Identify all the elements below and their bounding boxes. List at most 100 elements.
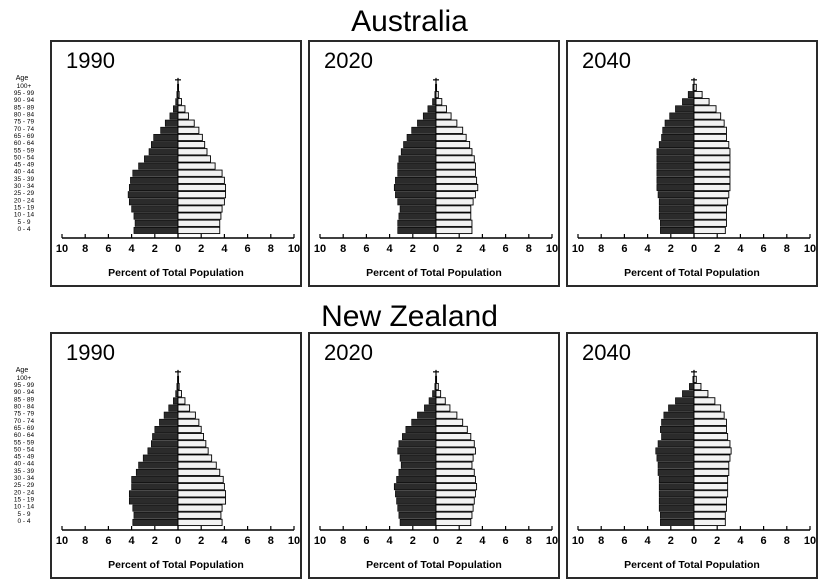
female-bar <box>693 461 730 469</box>
x-tick-label: 0 <box>691 535 697 547</box>
panel-year: 1990 <box>66 340 115 365</box>
x-tick-label: 8 <box>784 243 790 255</box>
male-bar <box>658 198 695 206</box>
male-bar <box>396 497 437 505</box>
male-bar <box>398 511 437 519</box>
age-group-label: 55 - 59 <box>14 147 35 154</box>
male-bar <box>660 518 695 526</box>
female-bar <box>435 162 476 170</box>
female-bar <box>435 454 474 462</box>
female-bar <box>435 191 476 199</box>
x-tick-label: 10 <box>546 535 558 547</box>
female-bar <box>435 433 472 441</box>
male-bar <box>658 497 695 505</box>
female-bar <box>435 112 452 120</box>
male-bar <box>393 184 437 191</box>
female-bar <box>435 375 438 384</box>
x-tick-label: 6 <box>761 243 767 255</box>
female-bar <box>177 390 182 398</box>
x-tick-label: 8 <box>268 535 274 547</box>
male-bar <box>656 454 695 462</box>
female-bar <box>693 141 730 149</box>
female-bar <box>435 504 474 512</box>
female-bar <box>693 411 725 419</box>
x-tick-label: 4 <box>221 535 228 547</box>
female-bar <box>177 162 216 170</box>
x-tick-label: 6 <box>503 243 509 255</box>
female-bar <box>435 447 476 455</box>
male-bar <box>134 219 179 227</box>
age-group-label: 5 - 9 <box>17 219 30 226</box>
age-group-label: 25 - 29 <box>14 482 35 489</box>
male-bar <box>395 490 437 498</box>
pyramid-panel: 10 8 6 4 2 0 2 4 6 8 10 2040 Percent of Total Popu… <box>566 332 818 579</box>
female-bar <box>177 105 186 113</box>
x-tick-label: 10 <box>288 535 300 547</box>
age-group-label: 20 - 24 <box>14 197 35 204</box>
female-bar <box>693 404 722 412</box>
female-bar <box>177 226 221 235</box>
female-bar <box>177 497 227 505</box>
female-bar <box>693 183 731 192</box>
female-bar <box>177 475 224 484</box>
male-bar <box>138 461 179 469</box>
male-bar <box>400 461 437 469</box>
female-bar <box>435 83 438 92</box>
female-bar <box>693 468 730 476</box>
age-group-label: 45 - 49 <box>14 454 35 461</box>
male-bar <box>173 105 179 113</box>
x-axis-label: Percent of Total Population <box>624 559 760 571</box>
female-bar <box>693 483 729 491</box>
x-tick-label: 0 <box>175 535 181 547</box>
male-bar <box>689 383 695 391</box>
male-bar <box>154 426 179 433</box>
male-bar <box>417 411 437 419</box>
age-group-label: 65 - 69 <box>14 425 35 432</box>
female-bar <box>177 148 208 156</box>
age-group-label: 25 - 29 <box>14 190 35 197</box>
x-tick-label: 2 <box>456 243 462 255</box>
female-bar <box>435 90 439 99</box>
male-bar <box>658 141 695 149</box>
pyramid-svg: 10 8 6 4 2 0 2 4 6 8 10 <box>314 77 558 255</box>
female-bar <box>693 219 727 227</box>
male-bar <box>660 426 695 433</box>
male-bar <box>658 504 695 512</box>
male-bar <box>669 112 695 120</box>
male-bar <box>159 418 179 426</box>
female-bar <box>177 418 200 426</box>
age-group-label: 5 - 9 <box>17 511 30 518</box>
male-bar <box>133 511 179 519</box>
age-group-label: 80 - 84 <box>14 404 35 411</box>
age-group-label: 100+ <box>17 83 32 90</box>
female-bar <box>693 133 727 142</box>
age-group-label: 50 - 54 <box>14 446 35 453</box>
female-bar <box>435 425 468 434</box>
x-tick-label: 8 <box>526 535 532 547</box>
female-bar <box>435 390 442 398</box>
male-bar <box>664 119 695 127</box>
female-bar <box>177 183 227 192</box>
female-bar <box>693 490 729 498</box>
female-bar <box>435 468 475 476</box>
age-group-label: 100+ <box>17 375 32 382</box>
female-bar <box>435 148 473 156</box>
female-bar <box>693 90 703 99</box>
male-bar <box>432 390 437 398</box>
male-bar <box>661 418 695 426</box>
age-group-label: 70 - 74 <box>14 126 35 133</box>
x-axis-label: Percent of Total Population <box>108 267 244 279</box>
age-group-label: 75 - 79 <box>14 411 35 418</box>
female-bar <box>435 226 473 235</box>
male-bar <box>428 397 437 405</box>
female-bar <box>435 497 475 505</box>
female-bar <box>693 148 731 156</box>
female-bar <box>177 483 225 491</box>
female-bar <box>693 162 731 170</box>
male-bar <box>656 169 695 177</box>
female-bar <box>177 447 209 455</box>
male-bar <box>128 490 179 498</box>
x-tick-label: 0 <box>433 243 439 255</box>
